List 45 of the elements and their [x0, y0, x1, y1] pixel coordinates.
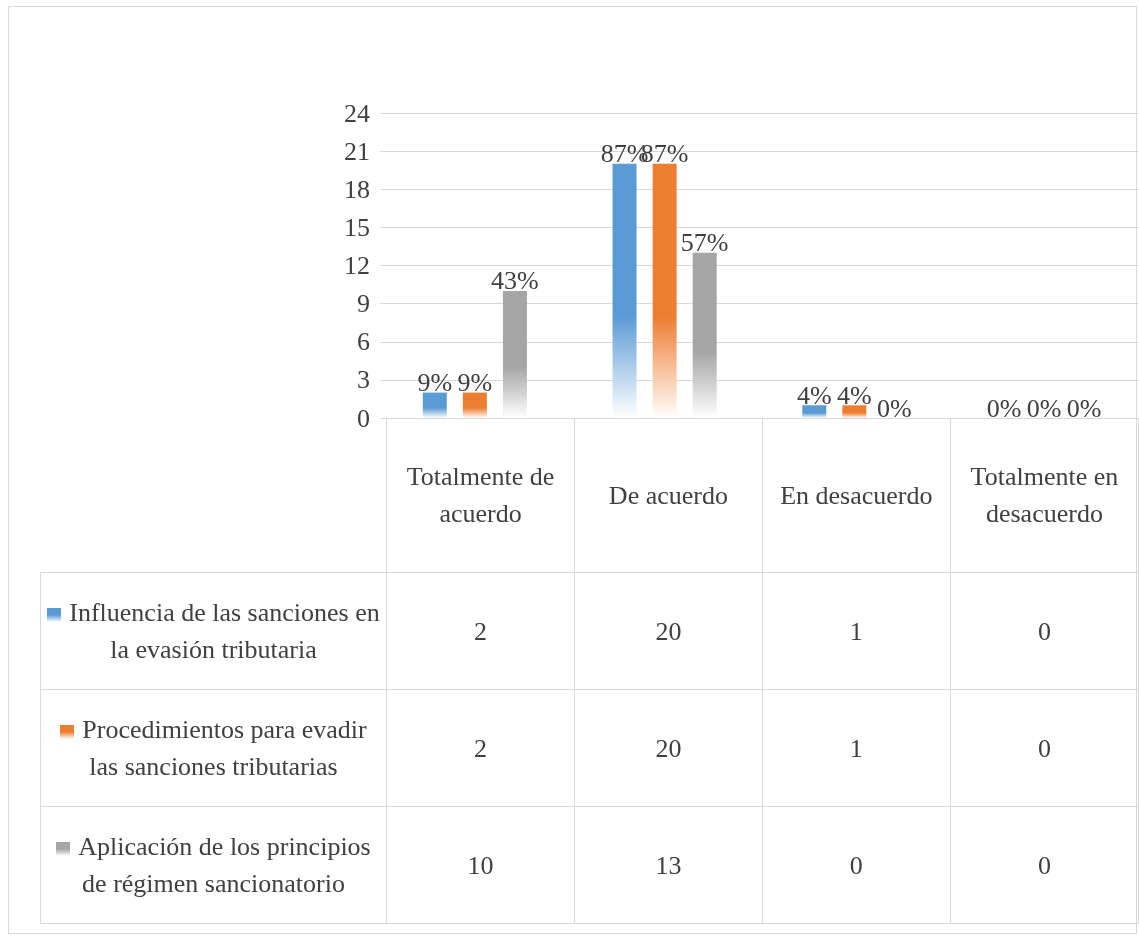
x-tick-label: De acuerdo	[574, 418, 763, 573]
data-label: 10	[386, 806, 575, 924]
bar	[802, 405, 827, 418]
annotation: 43%	[491, 266, 539, 296]
annotation: 57%	[680, 228, 729, 258]
y-tick-label: 0	[357, 403, 370, 433]
data-label: 0	[950, 689, 1139, 807]
y-tick-label: 6	[357, 327, 370, 357]
annotation: 0%	[1066, 393, 1102, 423]
x-tick-label: Totalmente en desacuerdo	[970, 462, 1119, 528]
legend-label: Aplicación de los principios de régimen sancionatorio	[40, 806, 387, 924]
y-tick-label: 9	[357, 289, 370, 319]
bar	[652, 163, 677, 418]
x-tick-label: En desacuerdo	[780, 480, 933, 510]
x-tick-label: Totalmente de acuerdo	[386, 418, 575, 573]
bar	[422, 392, 447, 418]
y-tick-label: 12	[344, 251, 370, 280]
bar	[612, 163, 637, 418]
annotation: 0%	[986, 393, 1022, 423]
bar	[842, 405, 867, 418]
data-label: 13	[574, 806, 763, 924]
annotation: 4%	[837, 380, 872, 410]
annotation: 4%	[797, 380, 832, 410]
y-tick-label: 21	[344, 136, 370, 166]
y-tick-label: 3	[357, 365, 370, 395]
y-tick-label: 15	[344, 212, 370, 242]
data-label: 1	[762, 572, 951, 690]
bar	[462, 392, 487, 418]
bar	[502, 290, 527, 418]
data-label: 2	[386, 689, 575, 807]
data-label: 0	[762, 806, 951, 924]
annotation: 0%	[1026, 393, 1062, 423]
annotation: 9%	[417, 368, 453, 398]
y-tick-label: 24	[344, 98, 370, 128]
data-label: 20	[574, 572, 763, 690]
legend-label: Procedimientos para evadir las sanciones tributarias	[40, 689, 387, 807]
annotation: 9%	[457, 368, 493, 398]
y-tick-label: 18	[344, 174, 370, 204]
data-label: 0	[950, 572, 1139, 690]
annotation: 0%	[877, 393, 912, 423]
data-label: 2	[386, 572, 575, 690]
data-label: 20	[574, 689, 763, 807]
data-label: 0	[950, 806, 1139, 924]
legend-label: Influencia de las sanciones en la evasión tributaria	[40, 572, 387, 690]
data-label: 1	[762, 689, 951, 807]
